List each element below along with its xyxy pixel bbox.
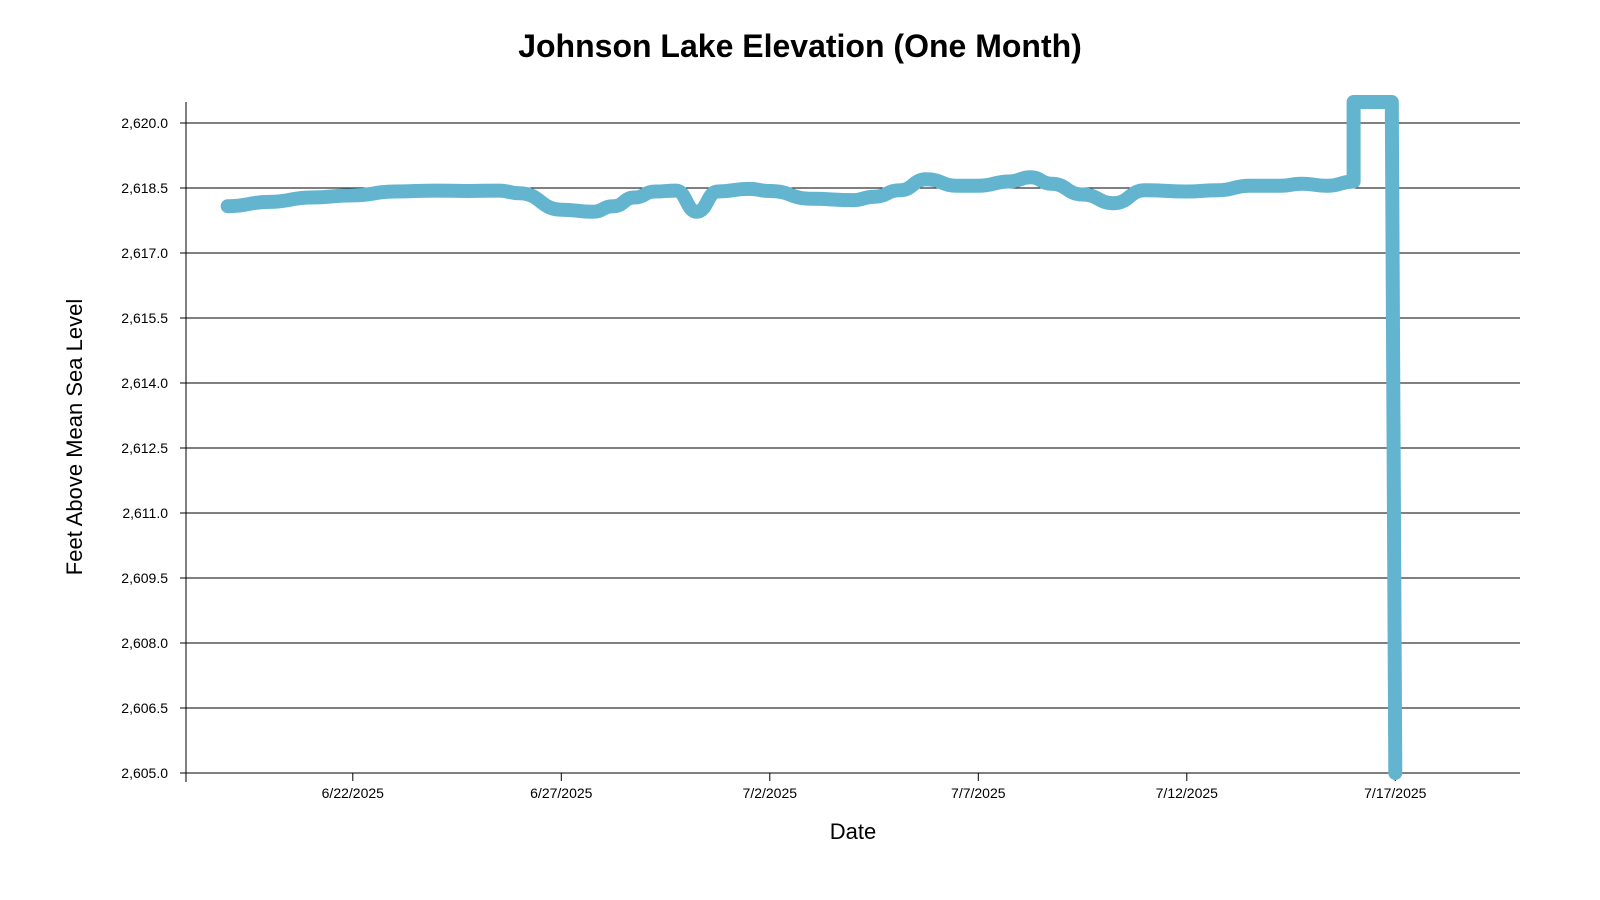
x-tick-label: 6/27/2025 [530,785,592,801]
x-axis-title: Date [830,819,876,844]
gridlines [186,122,1520,709]
series-group [220,95,1403,780]
y-tick-label: 2,612.5 [121,440,168,456]
y-tick-label: 2,609.5 [121,570,168,586]
y-axis-title: Feet Above Mean Sea Level [62,299,87,575]
x-tick-label: 7/7/2025 [951,785,1006,801]
x-tick-label: 7/2/2025 [743,785,798,801]
y-tick-label: 2,614.0 [121,375,168,391]
y-tick-label: 2,618.5 [121,180,168,196]
chart-title: Johnson Lake Elevation (One Month) [518,28,1082,64]
y-tick-label: 2,611.0 [122,505,168,521]
x-tick-labels: 6/22/2025 6/27/2025 7/2/2025 7/7/2025 7/12/2… [322,773,1427,801]
y-tick-label: 2,617.0 [121,245,168,261]
y-tick-labels: 2,605.0 2,606.5 2,608.0 2,609.5 2,611.0 2,612… [121,115,186,781]
y-tick-label: 2,615.5 [121,310,168,326]
x-tick-label: 7/17/2025 [1364,785,1426,801]
y-tick-label: 2,605.0 [121,765,168,781]
series-line [220,95,1403,780]
y-tick-label: 2,608.0 [121,635,168,651]
x-tick-label: 6/22/2025 [322,785,384,801]
y-tick-label: 2,606.5 [121,700,168,716]
y-tick-label: 2,620.0 [121,115,168,131]
x-tick-label: 7/12/2025 [1156,785,1218,801]
